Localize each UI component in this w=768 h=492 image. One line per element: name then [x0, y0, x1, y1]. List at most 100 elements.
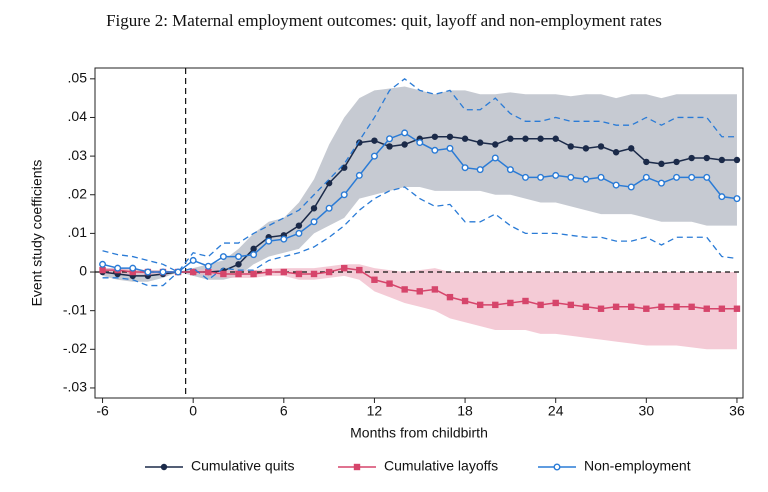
- marker: [295, 270, 303, 278]
- confidence-line: [102, 78, 737, 273]
- marker: [250, 270, 257, 278]
- marker: [658, 303, 665, 311]
- marker: [507, 135, 514, 142]
- marker: [582, 303, 590, 311]
- marker: [733, 195, 741, 203]
- marker: [174, 268, 182, 276]
- y-tick-label: -.03: [63, 379, 87, 395]
- y-tick-label: .02: [68, 185, 88, 201]
- marker: [612, 181, 620, 189]
- marker: [507, 299, 514, 307]
- marker: [220, 270, 227, 278]
- x-tick-label: 6: [280, 403, 288, 419]
- marker: [567, 301, 575, 309]
- marker: [265, 268, 272, 276]
- marker: [235, 261, 242, 268]
- marker: [506, 166, 514, 174]
- marker: [597, 305, 605, 312]
- marker: [325, 268, 333, 276]
- y-tick-label: .05: [68, 70, 88, 86]
- marker: [416, 288, 423, 295]
- marker: [401, 129, 409, 137]
- marker: [204, 262, 212, 270]
- marker: [643, 305, 650, 312]
- x-tick-label: 36: [729, 403, 745, 419]
- y-tick-label: .04: [68, 108, 88, 124]
- marker: [552, 171, 560, 179]
- marker: [476, 166, 484, 174]
- marker: [627, 183, 635, 191]
- marker: [642, 173, 650, 181]
- marker: [612, 303, 620, 311]
- y-tick-label: .01: [68, 224, 88, 240]
- x-tick-label: -6: [96, 403, 109, 419]
- marker: [416, 139, 424, 147]
- confidence-line: [102, 186, 738, 287]
- marker: [235, 270, 242, 278]
- marker: [205, 268, 212, 276]
- marker: [446, 293, 454, 301]
- x-tick-label: 30: [639, 403, 655, 419]
- marker: [356, 266, 363, 274]
- marker: [371, 276, 378, 283]
- marker: [597, 143, 605, 150]
- legend-label: Cumulative quits: [191, 458, 295, 474]
- legend-label: Non-employment: [584, 458, 691, 474]
- marker: [733, 156, 741, 164]
- marker: [370, 152, 378, 160]
- x-tick-label: 0: [189, 403, 197, 419]
- confidence-band: [102, 86, 737, 282]
- marker: [189, 256, 197, 264]
- marker: [733, 305, 741, 312]
- marker: [521, 173, 529, 181]
- marker: [401, 286, 408, 293]
- marker: [461, 164, 469, 172]
- x-tick-label: 12: [367, 403, 383, 419]
- y-tick-label: -.01: [63, 301, 87, 317]
- marker: [718, 305, 726, 312]
- marker: [658, 160, 665, 168]
- marker: [703, 173, 711, 181]
- marker: [219, 253, 227, 261]
- marker: [703, 305, 710, 312]
- marker: [567, 143, 575, 150]
- marker: [657, 179, 665, 187]
- marker: [280, 235, 288, 243]
- marker: [537, 173, 545, 181]
- marker: [612, 149, 620, 156]
- marker: [628, 303, 635, 311]
- marker: [386, 143, 393, 150]
- marker: [295, 222, 303, 229]
- marker: [310, 270, 318, 278]
- marker: [673, 173, 681, 181]
- marker: [718, 156, 726, 164]
- marker: [582, 175, 590, 183]
- confidence-band: [102, 264, 737, 350]
- marker: [628, 145, 635, 152]
- marker: [340, 191, 348, 199]
- marker: [129, 264, 137, 272]
- marker: [386, 280, 393, 287]
- marker: [688, 154, 695, 162]
- marker: [491, 154, 499, 162]
- marker: [446, 144, 454, 152]
- marker: [355, 171, 363, 179]
- marker: [461, 297, 469, 305]
- marker: [401, 141, 408, 148]
- marker: [310, 205, 318, 212]
- marker: [522, 297, 529, 305]
- x-tick-label: 18: [457, 403, 473, 419]
- marker: [567, 173, 575, 181]
- marker: [522, 135, 529, 142]
- marker: [325, 204, 333, 212]
- marker: [703, 154, 710, 162]
- marker: [265, 237, 273, 245]
- legend-marker: [353, 463, 361, 471]
- x-axis-label: Months from childbirth: [350, 425, 488, 441]
- chart-title: Figure 2: Maternal employment outcomes: …: [106, 11, 662, 30]
- marker: [537, 135, 544, 142]
- marker: [537, 301, 544, 309]
- marker: [643, 158, 650, 166]
- x-tick-label: 24: [548, 403, 564, 419]
